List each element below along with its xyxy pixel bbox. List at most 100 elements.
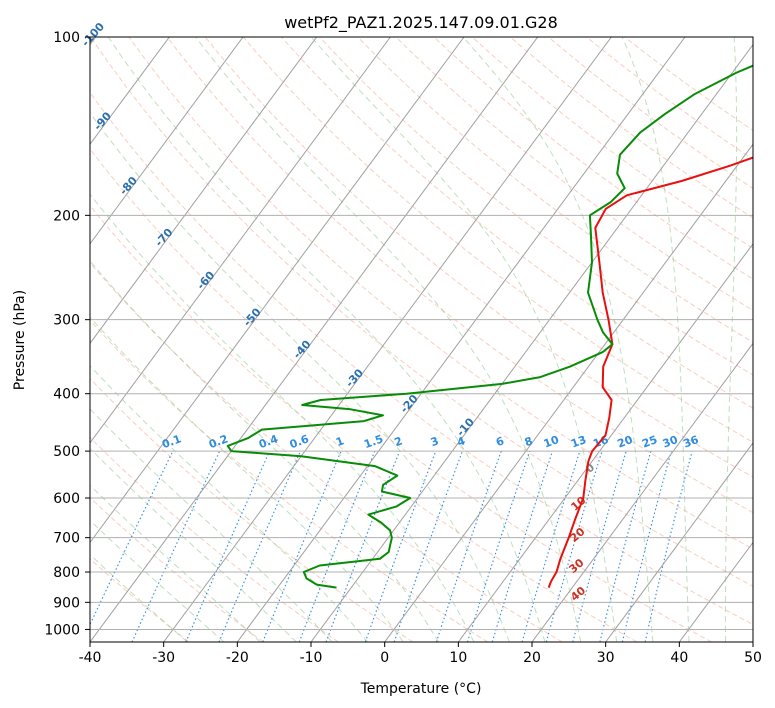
moist-adiabat: [90, 447, 297, 642]
moist-adiabat: [90, 484, 261, 642]
mixing-ratio-label: 36: [682, 433, 701, 451]
moist-adiabat: [195, 37, 582, 642]
moist-adiabat-label: 0: [583, 461, 597, 476]
dry-adiabat: [166, 37, 753, 514]
dry-adiabat: [90, 558, 190, 642]
moist-adiabat: [107, 37, 546, 642]
isotherm: [605, 442, 753, 642]
dry-adiabat: [471, 37, 753, 249]
x-tick-label: 50: [744, 650, 762, 666]
dry-adiabat: [90, 319, 488, 642]
isotherm-label: -30: [343, 366, 366, 390]
moist-adiabat: [90, 519, 225, 642]
mixing-ratio-label: 25: [640, 433, 659, 450]
chart-title: wetPf2_PAZ1.2025.147.09.01.G28: [284, 13, 558, 33]
y-tick-label: 400: [53, 387, 80, 403]
mixing-ratio-line: [364, 450, 437, 642]
moist-adiabat: [724, 37, 738, 642]
mixing-ratio-label: 0.4: [257, 432, 280, 451]
y-tick-label: 200: [53, 208, 80, 224]
y-tick-label: 600: [53, 491, 80, 507]
mixing-ratio-label: 6: [494, 434, 506, 449]
y-tick-label: 300: [53, 313, 80, 329]
mixing-ratio-line: [621, 450, 672, 642]
isotherm-label: -90: [91, 109, 114, 133]
moist-adiabat: [621, 37, 690, 642]
isotherm: [90, 37, 539, 642]
dry-adiabat: [242, 37, 753, 443]
x-tick-label: -30: [152, 650, 175, 666]
dry-adiabat: [90, 496, 264, 642]
dry-adiabat: [128, 37, 753, 550]
moist-adiabat: [90, 553, 188, 642]
mixing-ratio-label: 0.6: [288, 432, 311, 451]
mixing-ratio-label: 3: [429, 434, 441, 449]
mixing-ratio-label: 30: [661, 433, 680, 451]
isotherm-label: -40: [291, 338, 314, 362]
moist-adiabat: [310, 37, 618, 642]
mixing-ratio-line: [521, 450, 581, 642]
dry-adiabat: [395, 37, 753, 312]
mixing-ratio-line: [298, 450, 376, 642]
x-axis-label: Temperature (°C): [360, 681, 482, 697]
isotherm: [457, 242, 753, 642]
mixing-ratio-label: 2: [393, 434, 405, 449]
moist-adiabat: [90, 408, 333, 642]
dry-adiabat: [90, 436, 339, 642]
x-tick-label: 40: [670, 650, 688, 666]
mixing-ratio-label: 10: [542, 433, 561, 451]
y-tick-label: 800: [53, 565, 80, 581]
mixing-ratio-label: 13: [569, 433, 588, 450]
dry-adiabat: [548, 37, 753, 189]
x-tick-label: 10: [449, 650, 467, 666]
dry-adiabat: [90, 262, 563, 642]
mixing-ratio-line: [599, 450, 652, 642]
isotherm: [236, 37, 686, 642]
mixing-ratio-line: [466, 450, 531, 642]
y-axis-label: Pressure (hPa): [12, 290, 28, 390]
x-tick-label: -20: [226, 650, 249, 666]
x-tick-label: 0: [380, 650, 389, 666]
dry-adiabat: [90, 91, 753, 626]
isotherm-label: -50: [241, 305, 264, 329]
profiles: [226, 64, 753, 589]
y-tick-label: 900: [53, 595, 80, 611]
x-axis: -40 -30 -20 -10 0 10 20 30 40 50: [79, 642, 762, 666]
moist-adiabat: [90, 316, 404, 642]
mixing-ratio-line: [325, 450, 401, 642]
mixing-ratio-line: [218, 450, 301, 642]
isotherm: [90, 37, 170, 146]
dry-adiabat: [90, 205, 638, 642]
isotherm: [90, 37, 244, 245]
mixing-ratio-line: [491, 450, 554, 642]
mixing-ratio-line: [90, 450, 174, 626]
mixing-ratio-label: 1.5: [362, 432, 385, 451]
isotherm-label: -20: [398, 392, 421, 416]
mixing-ratio-line: [262, 450, 342, 642]
mixing-ratio-line: [131, 450, 221, 642]
mixing-ratio-line: [393, 450, 463, 642]
mixing-ratio-line: [545, 450, 603, 642]
x-tick-label: -40: [79, 650, 102, 666]
dry-adiabat: [509, 37, 753, 219]
dewpoint-profile: [226, 64, 753, 589]
dry-adiabat: [433, 37, 753, 280]
dry-adiabat: [90, 148, 712, 642]
moist-adiabat: [90, 193, 475, 642]
mixing-ratio-line: [185, 450, 271, 642]
mixing-ratio-label: 4: [455, 434, 467, 449]
y-tick-label: 500: [53, 444, 80, 460]
isotherm: [310, 43, 753, 642]
y-axis: 100 200 300 400 500 600 700 800 900 1000: [44, 30, 90, 638]
mixing-ratio-label: 1: [334, 434, 346, 449]
mixing-ratio-label: 8: [523, 434, 535, 449]
y-tick-label: 700: [53, 531, 80, 547]
y-tick-label: 100: [53, 30, 80, 46]
background-lines: [90, 37, 753, 642]
isotherm-label: -80: [117, 174, 140, 198]
isotherm: [531, 342, 753, 642]
x-tick-label: 20: [523, 650, 541, 666]
mixing-ratio-label: 0.2: [207, 432, 230, 451]
isotherm: [90, 37, 391, 444]
